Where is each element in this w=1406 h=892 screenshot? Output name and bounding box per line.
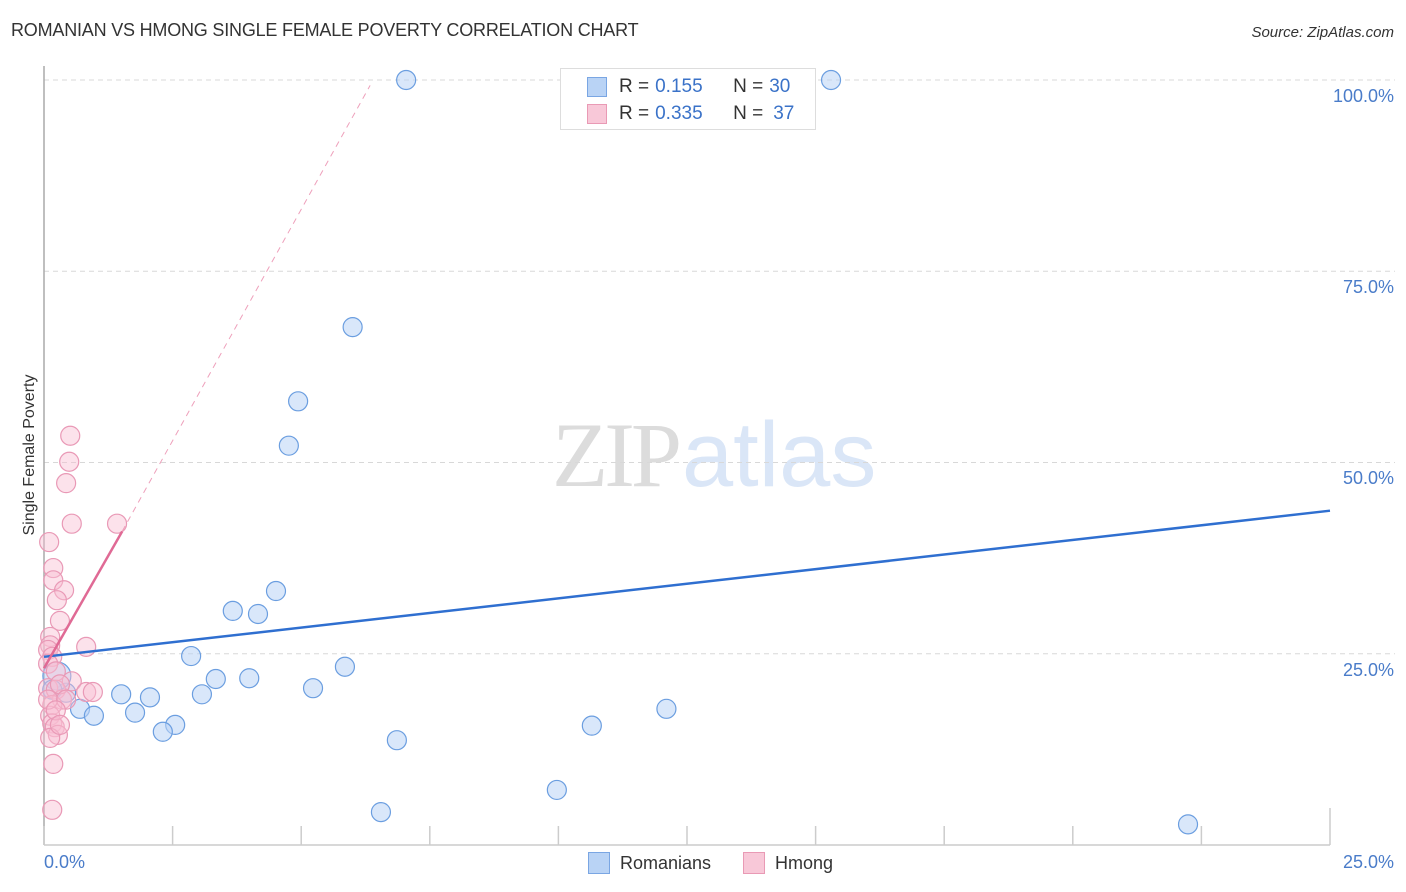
data-point (247, 603, 269, 625)
data-point (43, 557, 64, 579)
data-point (111, 684, 132, 705)
data-point (302, 678, 324, 699)
hmong-trendline-extension (121, 85, 371, 532)
data-point (656, 698, 677, 719)
data-point (1177, 814, 1199, 835)
r-value: 0.155 (655, 76, 703, 97)
data-point (386, 730, 407, 751)
data-point (82, 681, 103, 703)
data-point (60, 425, 81, 446)
data-point (46, 590, 67, 611)
data-point (106, 513, 128, 534)
data-point (124, 702, 146, 723)
legend-item-hmong[interactable]: Hmong (743, 852, 833, 874)
data-point (49, 714, 71, 735)
romanians-swatch (588, 852, 610, 874)
data-point (205, 668, 226, 690)
chart-title: ROMANIAN VS HMONG SINGLE FEMALE POVERTY … (11, 20, 639, 40)
data-point (239, 668, 260, 689)
trendlines (42, 85, 1331, 669)
data-point (139, 687, 161, 708)
series-legend: Romanians Hmong (588, 852, 865, 874)
data-point (334, 656, 356, 677)
data-point (38, 689, 59, 710)
data-point (38, 678, 59, 699)
data-point (61, 513, 82, 534)
data-point (53, 580, 75, 601)
data-point (38, 653, 59, 674)
legend-row-hmong: R = 0.335 N = 37 (587, 102, 794, 126)
data-point (43, 753, 64, 775)
legend-row-romanians: R = 0.155 N = 30 (587, 75, 790, 99)
data-point (278, 435, 299, 456)
y-tick-50: 50.0% (1342, 468, 1394, 488)
data-point (265, 580, 287, 602)
data-point (83, 705, 104, 726)
data-point (222, 600, 243, 622)
data-point (181, 645, 202, 667)
data-point (152, 721, 173, 742)
n-value: 30 (769, 76, 791, 97)
data-point (342, 316, 363, 338)
data-point (820, 69, 842, 91)
data-point (76, 681, 97, 703)
hmong-trendline (42, 530, 124, 669)
data-point (40, 626, 61, 648)
data-point (49, 674, 71, 695)
data-point (61, 671, 82, 692)
stats-legend: R = 0.155 N = 30 R = 0.335 N = 37 (560, 68, 816, 130)
data-point (581, 715, 602, 736)
y-tick-25: 25.0% (1342, 660, 1394, 680)
romanians-points (42, 69, 1199, 835)
r-value: 0.335 (655, 103, 703, 124)
hmong-points (38, 425, 128, 820)
data-point (288, 391, 309, 412)
data-point (39, 531, 60, 553)
data-point (45, 661, 66, 682)
data-point (42, 713, 63, 734)
gridlines (44, 79, 1395, 655)
source-label: Source: ZipAtlas.com (1251, 24, 1394, 41)
data-point (49, 610, 71, 631)
x-tick-25: 25.0% (1342, 852, 1394, 872)
data-point (191, 684, 213, 705)
data-point (59, 451, 80, 472)
data-point (56, 689, 77, 710)
n-value: 37 (773, 103, 795, 124)
y-axis-label: Single Female Poverty (21, 374, 38, 536)
hmong-swatch (587, 104, 607, 124)
legend-item-romanians[interactable]: Romanians (588, 852, 711, 874)
data-point (56, 473, 77, 494)
x-tick-0: 0.0% (44, 852, 86, 872)
y-tick-100: 100.0% (1332, 86, 1394, 106)
data-point (42, 799, 63, 820)
romanians-swatch (587, 77, 607, 97)
y-tick-75: 75.0% (1342, 277, 1394, 297)
data-point (370, 802, 392, 823)
romanians-trendline (43, 509, 1331, 659)
axes (43, 66, 1331, 846)
data-point (546, 779, 567, 801)
hmong-swatch (743, 852, 766, 874)
data-point (396, 69, 417, 91)
